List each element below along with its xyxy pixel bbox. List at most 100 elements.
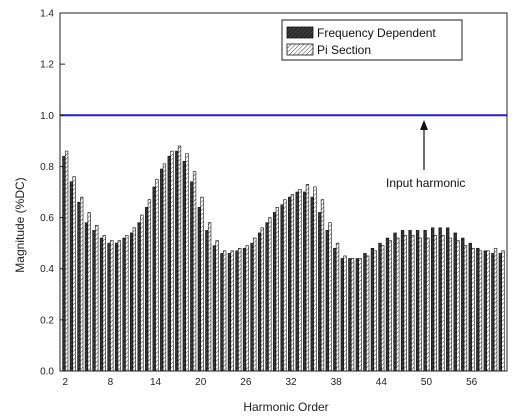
bar-frequency-dependent-h13 [145,207,149,372]
bar-frequency-dependent-h30 [272,212,277,372]
bar-frequency-dependent-h45 [385,237,390,372]
y-tick-label: 0.0 [40,367,54,378]
bar-pi-section-h57 [478,250,483,372]
annotation-label: Input harmonic [386,176,465,190]
bar-frequency-dependent-h31 [280,204,284,372]
legend: Frequency Dependent Pi Section [281,19,463,61]
bar-frequency-dependent-h24 [227,253,232,372]
bar-frequency-dependent-h50 [423,230,427,372]
x-axis: 2 8 14 20 26 32 38 44 50 56 [62,366,478,388]
legend-swatch-pi-section [286,43,314,56]
bar-frequency-dependent-h8 [107,242,111,372]
bar-group [62,145,505,372]
x-tick-label: 56 [466,377,478,388]
annotation-arrow-head [420,120,428,130]
bar-pi-section-h16 [170,150,174,372]
bar-frequency-dependent-h47 [400,230,405,372]
bar-frequency-dependent-h21 [205,230,209,372]
bar-frequency-dependent-h37 [325,230,329,372]
bar-pi-section-h41 [358,258,362,372]
bar-pi-section-h9 [117,240,121,372]
bar-frequency-dependent-h12 [137,222,141,372]
bar-pi-section-h30 [275,207,279,372]
bar-pi-section-h31 [283,199,287,372]
x-tick-label: 44 [376,377,388,388]
bar-pi-section-h42 [365,255,370,372]
bar-frequency-dependent-h4 [77,201,81,372]
bar-pi-section-h12 [140,214,144,372]
bar-frequency-dependent-h35 [310,196,314,372]
x-tick-label: 32 [285,377,297,388]
bar-pi-section-h38 [335,242,340,372]
bar-frequency-dependent-h57 [476,247,480,372]
bar-pi-section-h37 [328,222,332,372]
bar-pi-section-h35 [313,186,317,372]
input-harmonic-annotation: Input harmonic [386,120,465,190]
bar-frequency-dependent-h55 [461,237,465,372]
bar-pi-section-h58 [486,250,490,372]
bar-frequency-dependent-h2 [62,155,66,372]
bar-frequency-dependent-h23 [220,253,224,372]
bar-frequency-dependent-h20 [197,207,202,372]
bar-frequency-dependent-h18 [182,161,186,372]
bar-pi-section-h59 [493,247,498,372]
bar-pi-section-h53 [448,237,453,372]
bar-pi-section-h17 [177,145,182,372]
bar-frequency-dependent-h38 [333,247,337,372]
bar-pi-section-h26 [245,245,249,372]
bar-frequency-dependent-h14 [152,186,156,372]
bar-pi-section-h3 [72,176,76,372]
bar-pi-section-h27 [253,237,257,372]
bar-pi-section-h19 [192,171,197,372]
bar-pi-section-h55 [463,245,468,372]
bar-pi-section-h32 [290,194,295,372]
bar-pi-section-h50 [426,237,430,372]
y-tick-label: 1.4 [40,9,54,20]
bar-frequency-dependent-h52 [438,227,442,372]
bar-frequency-dependent-h46 [393,232,397,372]
bar-frequency-dependent-h29 [265,222,269,372]
bar-frequency-dependent-h6 [92,230,96,372]
bar-frequency-dependent-h26 [242,247,247,372]
bar-pi-section-h48 [411,235,415,372]
bar-pi-section-h60 [501,250,505,372]
bar-pi-section-h29 [268,217,272,372]
y-tick-label: 1.0 [40,111,54,122]
bar-pi-section-h39 [343,255,347,372]
bar-frequency-dependent-h32 [288,196,292,372]
bar-pi-section-h21 [207,222,212,372]
bar-frequency-dependent-h27 [250,242,254,372]
bar-pi-section-h11 [132,227,137,372]
bar-pi-section-h25 [238,247,242,372]
bar-pi-section-h36 [320,199,325,372]
x-tick-label: 50 [421,377,433,388]
bar-frequency-dependent-h7 [99,237,104,372]
bar-frequency-dependent-h11 [129,232,134,372]
bar-pi-section-h24 [230,250,234,372]
bar-pi-section-h14 [155,178,159,372]
bar-frequency-dependent-h33 [295,191,299,372]
x-tick-label: 14 [150,377,162,388]
x-tick-label: 2 [62,377,68,388]
bar-pi-section-h46 [396,237,400,372]
x-tick-label: 20 [195,377,207,388]
bar-pi-section-h52 [441,235,445,372]
y-tick-label: 1.2 [40,60,54,71]
bar-frequency-dependent-h39 [340,258,344,372]
bar-pi-section-h7 [102,235,106,372]
bar-frequency-dependent-h42 [363,253,367,372]
y-axis-title: Magnitude (%DC) [13,177,27,272]
bar-pi-section-h6 [95,224,99,372]
bar-frequency-dependent-h3 [69,181,74,372]
bar-frequency-dependent-h9 [114,242,119,372]
legend-label-frequency-dependent: Frequency Dependent [317,26,436,40]
bar-frequency-dependent-h51 [430,227,435,372]
bar-frequency-dependent-h53 [446,227,450,372]
bar-pi-section-h15 [162,163,167,372]
y-axis: 0.0 0.2 0.4 0.6 0.8 1.0 1.2 1.4 [40,9,65,378]
bar-frequency-dependent-h16 [167,155,171,372]
bar-pi-section-h49 [418,237,422,372]
bar-pi-section-h10 [125,235,129,372]
bar-frequency-dependent-h54 [453,232,457,372]
